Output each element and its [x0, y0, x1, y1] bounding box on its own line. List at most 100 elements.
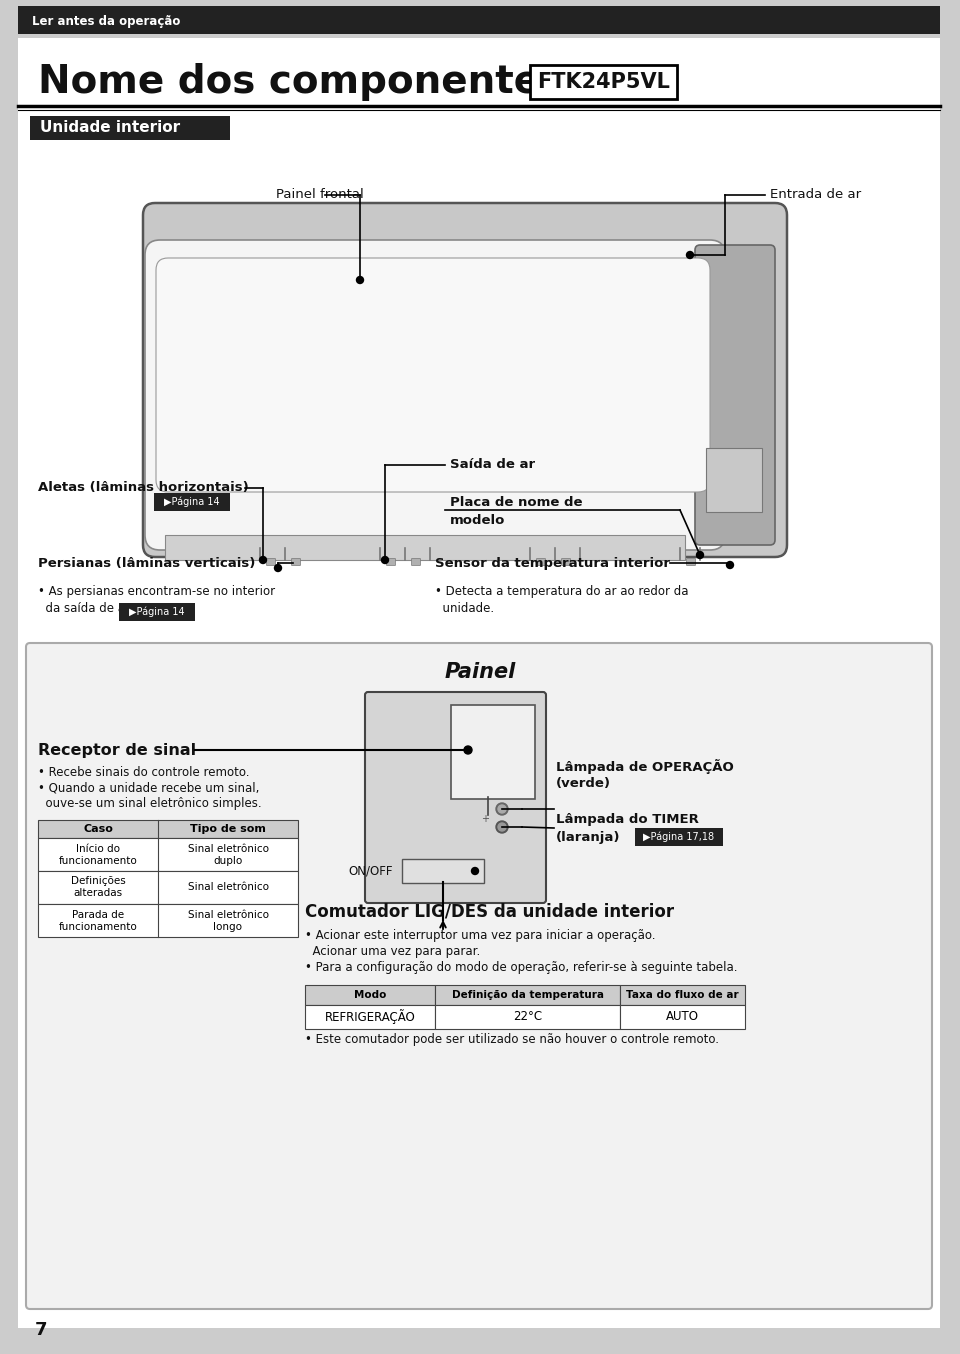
- Text: funcionamento: funcionamento: [59, 856, 137, 865]
- Text: ouve-se um sinal eletrônico simples.: ouve-se um sinal eletrônico simples.: [38, 796, 262, 810]
- Text: Acionar uma vez para parar.: Acionar uma vez para parar.: [305, 945, 480, 959]
- FancyBboxPatch shape: [119, 603, 195, 621]
- FancyBboxPatch shape: [412, 558, 420, 566]
- Text: Placa de nome de: Placa de nome de: [450, 496, 583, 509]
- Text: Sinal eletrônico: Sinal eletrônico: [187, 883, 269, 892]
- Text: ON/OFF: ON/OFF: [348, 864, 393, 877]
- Text: Sinal eletrônico: Sinal eletrônico: [187, 844, 269, 853]
- Text: Lâmpada do TIMER: Lâmpada do TIMER: [556, 814, 699, 826]
- Text: • Detecta a temperatura do ar ao redor da: • Detecta a temperatura do ar ao redor d…: [435, 585, 688, 598]
- FancyBboxPatch shape: [686, 558, 695, 566]
- Text: modelo: modelo: [450, 513, 505, 527]
- Text: • Acionar este interruptor uma vez para iniciar a operação.: • Acionar este interruptor uma vez para …: [305, 929, 656, 942]
- Circle shape: [498, 806, 506, 812]
- FancyBboxPatch shape: [154, 493, 230, 510]
- FancyBboxPatch shape: [537, 558, 545, 566]
- FancyBboxPatch shape: [451, 705, 535, 799]
- Text: Sinal eletrônico: Sinal eletrônico: [187, 910, 269, 919]
- Text: • As persianas encontram-se no interior: • As persianas encontram-se no interior: [38, 585, 276, 598]
- Bar: [305, 1005, 435, 1029]
- Circle shape: [686, 252, 693, 259]
- Bar: [18, 5, 940, 34]
- Text: Início do: Início do: [76, 844, 120, 853]
- Text: unidade.: unidade.: [435, 601, 494, 615]
- Bar: [38, 904, 298, 937]
- Text: (laranja): (laranja): [556, 830, 620, 844]
- Text: (verde): (verde): [556, 777, 611, 791]
- Text: Painel: Painel: [444, 662, 516, 682]
- Circle shape: [727, 562, 733, 569]
- FancyBboxPatch shape: [387, 558, 396, 566]
- Bar: [38, 821, 298, 838]
- Text: Taxa do fluxo de ar: Taxa do fluxo de ar: [626, 990, 739, 1001]
- Text: Tipo de som: Tipo de som: [190, 825, 266, 834]
- Text: Unidade interior: Unidade interior: [40, 121, 180, 135]
- Text: Modo: Modo: [354, 990, 386, 1001]
- Text: Painel frontal: Painel frontal: [276, 188, 364, 202]
- Text: Definições: Definições: [71, 876, 126, 887]
- Circle shape: [356, 276, 364, 283]
- Text: Entrada de ar: Entrada de ar: [770, 188, 861, 202]
- Bar: [38, 838, 298, 871]
- Bar: [435, 1005, 620, 1029]
- Circle shape: [471, 868, 478, 875]
- Text: alteradas: alteradas: [73, 888, 123, 899]
- Circle shape: [381, 556, 389, 563]
- FancyBboxPatch shape: [143, 203, 787, 556]
- Text: Ler antes da operação: Ler antes da operação: [32, 15, 180, 27]
- FancyBboxPatch shape: [156, 259, 710, 492]
- Bar: [620, 984, 745, 1005]
- Text: Receptor de sinal: Receptor de sinal: [38, 742, 196, 757]
- Text: Sensor da temperatura interior: Sensor da temperatura interior: [435, 556, 670, 570]
- Circle shape: [697, 551, 704, 558]
- FancyBboxPatch shape: [365, 692, 546, 903]
- Text: ▶Página 14: ▶Página 14: [130, 607, 185, 617]
- Bar: [30, 116, 230, 139]
- Bar: [38, 871, 298, 904]
- Text: • Este comutador pode ser utilizado se não houver o controle remoto.: • Este comutador pode ser utilizado se n…: [305, 1033, 719, 1047]
- Text: Caso: Caso: [84, 825, 113, 834]
- Text: duplo: duplo: [213, 856, 243, 865]
- FancyBboxPatch shape: [26, 643, 932, 1309]
- Text: Parada de: Parada de: [72, 910, 124, 919]
- Text: +: +: [481, 814, 489, 825]
- Text: ▶Página 17,18: ▶Página 17,18: [643, 831, 714, 842]
- Text: Lâmpada de OPERAÇÃO: Lâmpada de OPERAÇÃO: [556, 760, 733, 774]
- FancyBboxPatch shape: [267, 558, 276, 566]
- Circle shape: [496, 803, 508, 815]
- Text: • Recebe sinais do controle remoto.: • Recebe sinais do controle remoto.: [38, 765, 250, 779]
- Text: Persianas (lâminas verticais): Persianas (lâminas verticais): [38, 556, 255, 570]
- FancyBboxPatch shape: [402, 858, 484, 883]
- Text: 22°C: 22°C: [513, 1010, 542, 1024]
- Bar: [305, 984, 435, 1005]
- FancyBboxPatch shape: [562, 558, 570, 566]
- Text: Comutador LIG/DES da unidade interior: Comutador LIG/DES da unidade interior: [305, 903, 674, 921]
- Text: Nome dos componentes: Nome dos componentes: [38, 64, 564, 102]
- Text: Aletas (lâminas horizontais): Aletas (lâminas horizontais): [38, 482, 249, 494]
- Text: • Para a configuração do modo de operação, referir-se à seguinte tabela.: • Para a configuração do modo de operaçã…: [305, 961, 737, 975]
- Text: AUTO: AUTO: [666, 1010, 699, 1024]
- Text: FTK24P5VL: FTK24P5VL: [537, 72, 670, 92]
- Circle shape: [259, 556, 267, 563]
- Circle shape: [498, 823, 506, 831]
- Text: REFRIGERAÇÃO: REFRIGERAÇÃO: [324, 1010, 416, 1025]
- Text: longo: longo: [213, 922, 243, 932]
- FancyBboxPatch shape: [165, 535, 685, 561]
- FancyBboxPatch shape: [695, 245, 775, 546]
- FancyBboxPatch shape: [706, 448, 762, 512]
- Text: Definição da temperatura: Definição da temperatura: [451, 990, 604, 1001]
- FancyBboxPatch shape: [635, 829, 723, 846]
- FancyBboxPatch shape: [145, 240, 725, 550]
- Circle shape: [275, 565, 281, 571]
- Bar: [435, 984, 620, 1005]
- Text: ▶Página 14: ▶Página 14: [164, 497, 220, 508]
- Circle shape: [464, 746, 472, 754]
- Text: da saída de ar.: da saída de ar.: [38, 601, 132, 615]
- Text: • Quando a unidade recebe um sinal,: • Quando a unidade recebe um sinal,: [38, 781, 259, 795]
- Text: Saída de ar: Saída de ar: [450, 459, 535, 471]
- FancyBboxPatch shape: [292, 558, 300, 566]
- Text: funcionamento: funcionamento: [59, 922, 137, 932]
- Text: 7: 7: [35, 1322, 47, 1339]
- Bar: [620, 1005, 745, 1029]
- Circle shape: [496, 821, 508, 833]
